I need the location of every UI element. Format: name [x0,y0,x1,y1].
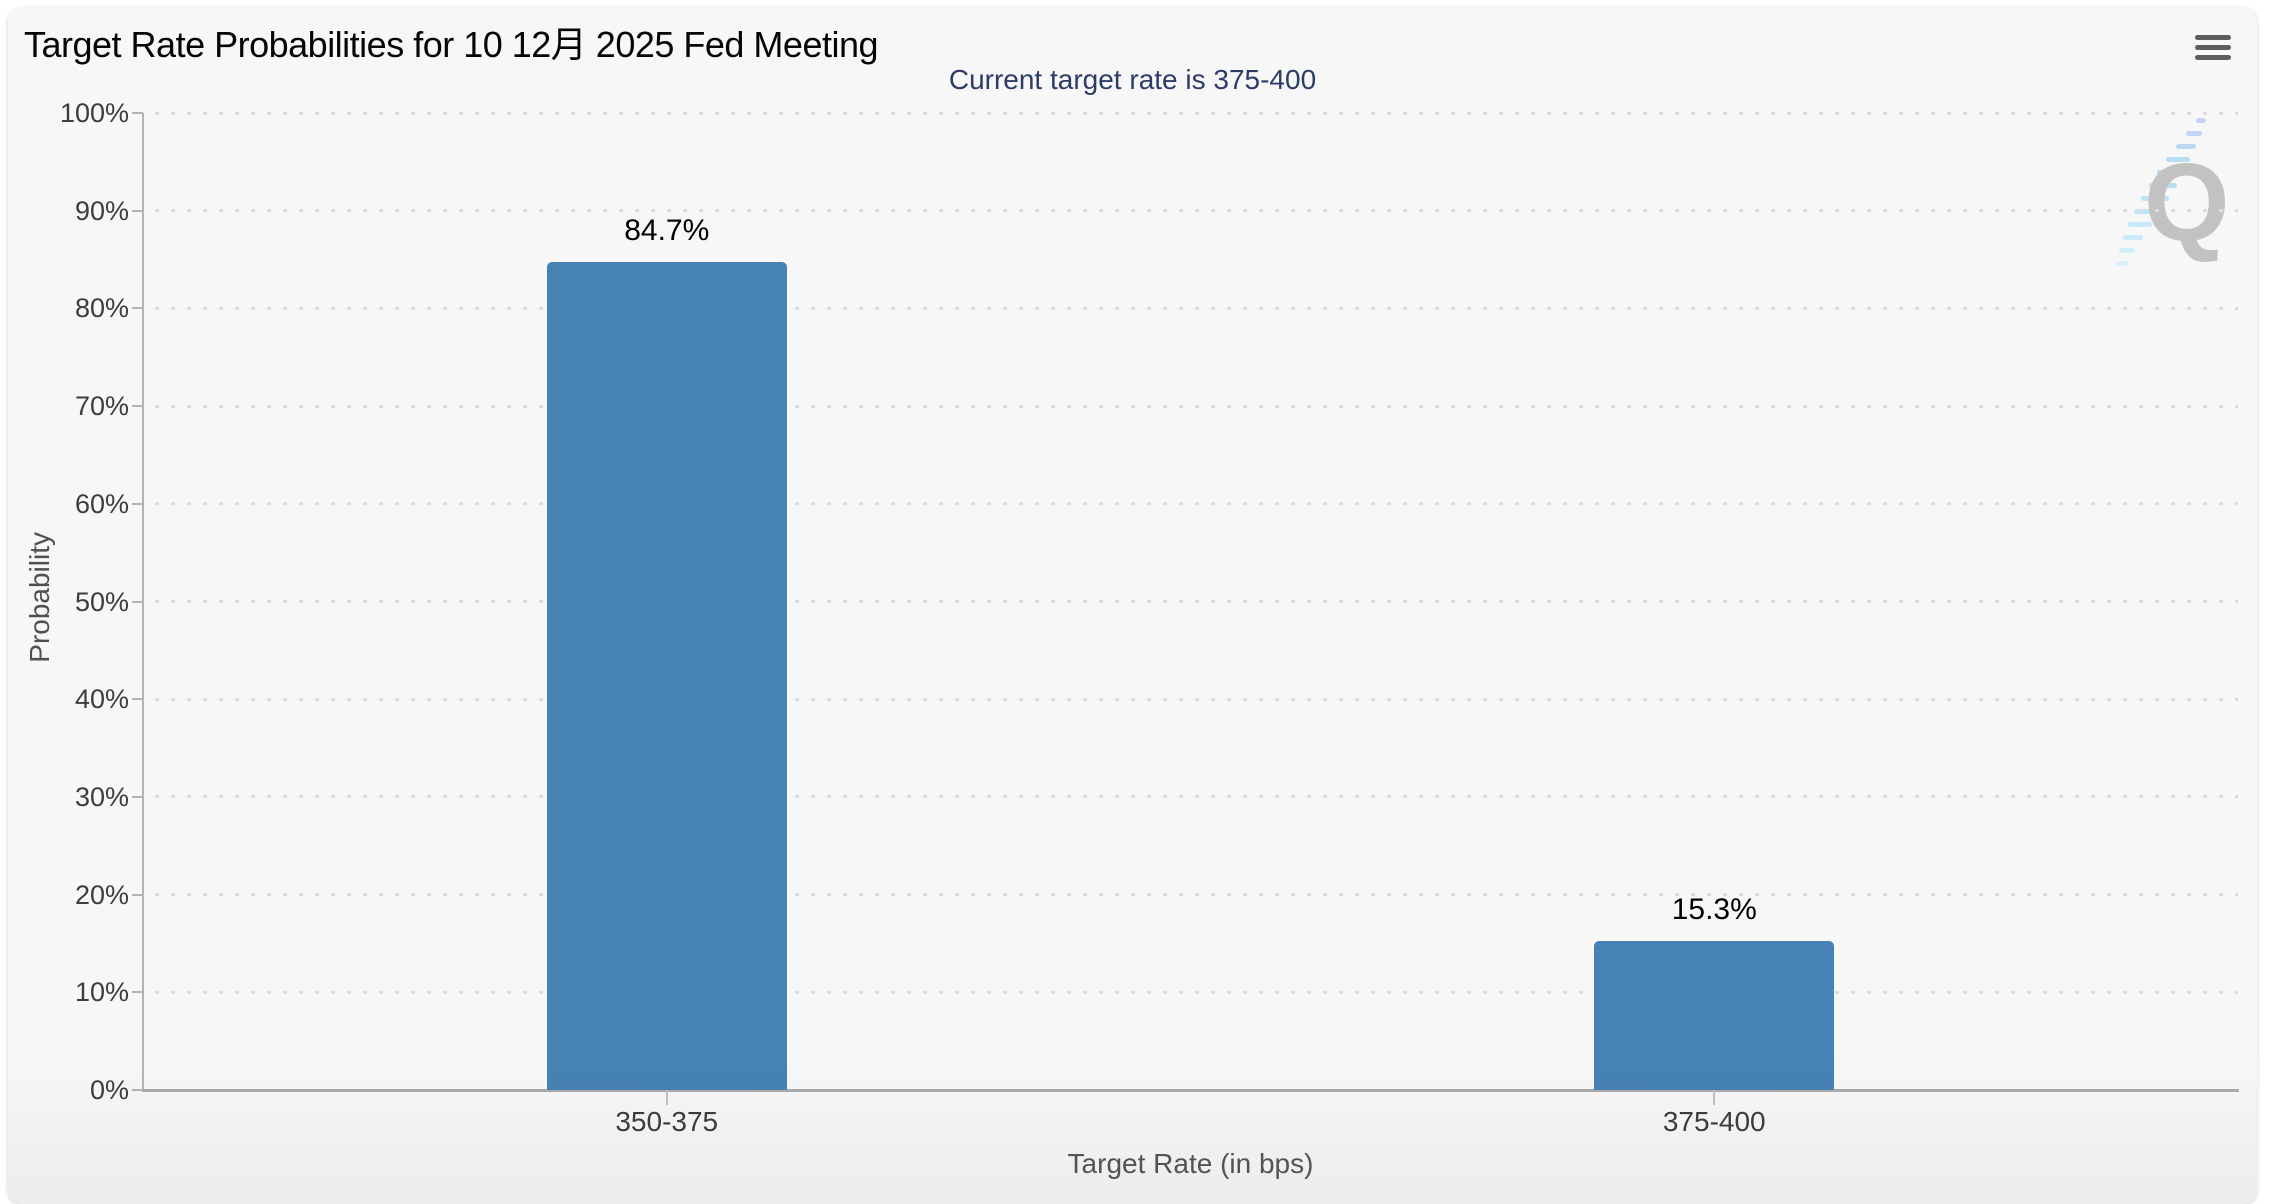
y-gridline [155,404,2238,408]
x-tick-label: 375-400 [1662,1106,1766,1137]
y-axis-tick [132,209,143,212]
y-gridline [155,502,2238,506]
y-axis-tick [132,991,143,994]
y-axis-tick [132,405,143,408]
y-tick-label: 20% [74,879,129,910]
y-axis-line [142,113,144,1090]
y-axis-tick [132,795,143,798]
y-axis-tick [132,1089,143,1091]
y-tick-label: 90% [74,195,129,226]
x-axis-line [142,1089,2239,1092]
y-tick-label: 70% [74,391,129,422]
y-gridline [155,990,2238,994]
y-axis-tick [132,698,143,701]
bar[interactable] [546,262,787,1090]
y-gridline [155,893,2238,897]
chart-card: Target Rate Probabilities for 10 12月 202… [8,8,2257,1204]
y-gridline [155,795,2238,799]
hamburger-menu-icon [2191,34,2235,60]
x-tick-label: 350-375 [615,1106,719,1137]
y-axis-tick [132,307,143,310]
y-axis-tick [132,600,143,603]
bar-value-label: 15.3% [1671,893,1757,926]
bar[interactable] [1594,941,1835,1090]
y-tick-label: 40% [74,684,129,715]
y-axis-tick [132,893,143,896]
y-tick-label: 100% [59,98,129,128]
chart-menu-button[interactable] [2191,26,2235,68]
y-gridline [155,697,2238,701]
y-tick-label: 10% [74,977,129,1008]
y-tick-label: 0% [89,1075,129,1105]
y-axis-tick [132,502,143,505]
y-gridline [155,306,2238,310]
x-axis-title: Target Rate (in bps) [1067,1148,1314,1179]
y-tick-label: 30% [74,781,129,812]
bar-value-label: 84.7% [624,214,710,247]
y-tick-label: 60% [74,488,129,519]
x-axis-tick [1713,1090,1716,1105]
y-tick-label: 80% [74,293,129,324]
y-gridline [155,111,2238,115]
y-axis-tick [132,112,143,114]
plot-area: 0% 10% 20% 30% 40% 50% 60% 70% 80% 90% 100% 350-375… [60,98,2239,1137]
chart-subtitle: Current target rate is 375-400 [948,64,1317,95]
chart-title: Target Rate Probabilities for 10 12月 202… [24,24,879,65]
x-axis-tick [665,1090,668,1105]
y-tick-label: 50% [74,586,129,617]
y-gridline [155,209,2238,213]
y-gridline [155,600,2238,603]
